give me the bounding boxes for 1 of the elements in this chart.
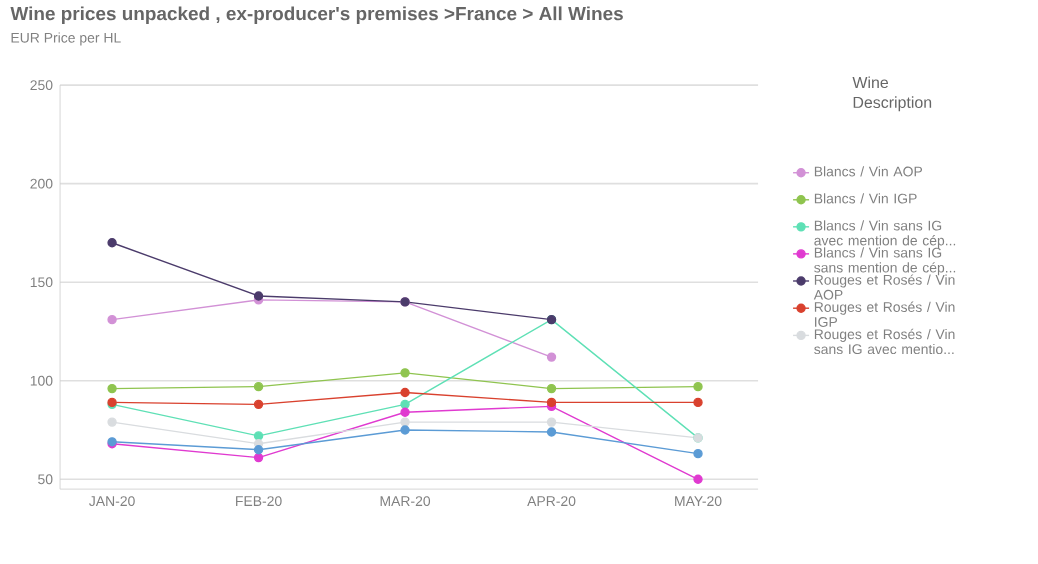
chart-title: Wine prices unpacked , ex-producer's premises >France > All Wines [10,6,623,25]
